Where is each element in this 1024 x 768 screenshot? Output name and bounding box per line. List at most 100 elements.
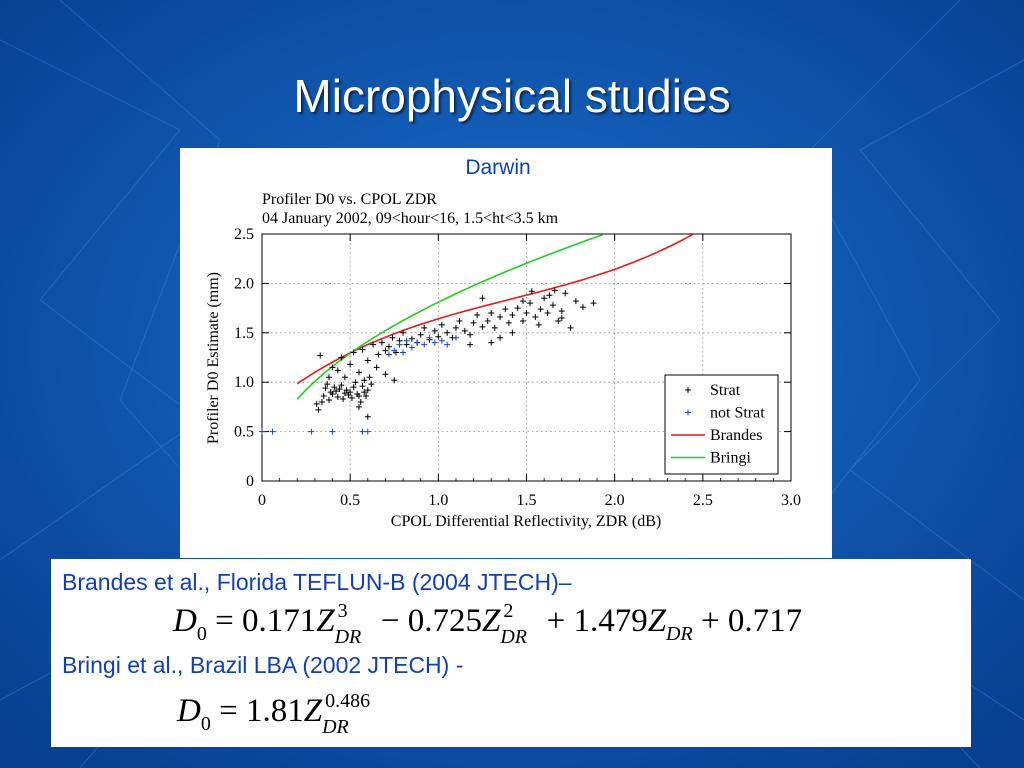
strat-point [350,349,357,356]
strat-point [549,302,556,309]
eq-subscript: 0 [200,713,211,735]
legend-label: Bringi [710,450,751,467]
strat-point [338,354,345,361]
eq-operator: + [546,603,566,639]
eq-symbol: D [177,693,201,729]
strat-point [355,403,362,410]
eq-variable: Z [303,693,323,729]
strat-point [364,387,371,394]
eq-subscript: DR [666,623,693,645]
strat-point [373,364,380,371]
strat-point [497,313,504,320]
strat-point [497,334,504,341]
legend-marker [685,409,691,416]
strat-point [355,369,362,376]
strat-point [348,395,355,402]
strat-point [467,331,474,338]
strat-point [355,393,362,400]
strat-point [320,393,327,400]
strat-point [479,323,486,330]
strat-point [352,379,359,386]
strat-point [364,357,371,364]
eq-symbol: D [173,603,197,639]
strat-point [326,396,333,403]
chart-subtitle: 04 January 2002, 09<hour<16, 1.5<ht<3.5 … [262,210,559,227]
strat-point [551,287,558,294]
strat-point [502,306,509,313]
strat-point [567,324,574,331]
strat-point [505,319,512,326]
strat-point [461,327,468,334]
strat-point [341,374,348,381]
strat-point [363,393,370,400]
strat-point [359,346,366,353]
chart-title: Profiler D0 vs. CPOL ZDR [262,191,437,208]
strat-point [479,295,486,302]
strat-point [488,339,495,346]
strat-point [558,308,565,315]
strat-point [385,343,392,350]
x-tick-label: 0 [258,492,266,509]
not-strat-point [403,337,410,344]
strat-point [318,398,325,405]
not-strat-point [444,341,451,348]
strat-point [562,290,569,297]
strat-point [334,394,341,401]
strat-point [361,377,368,384]
strat-point [579,304,586,311]
formula-panel: Brandes et al., Florida TEFLUN-B (2004 J… [51,559,971,747]
x-tick-label: 0.5 [340,492,360,509]
x-axis-label: CPOL Differential Reflectivity, ZDR (dB) [391,513,661,530]
legend-label: not Strat [710,405,765,422]
strat-point [366,374,373,381]
strat-point [391,377,398,384]
strat-point [555,317,562,324]
eq-variable: Z [481,603,501,639]
brandes-reference: Brandes et al., Florida TEFLUN-B (2004 J… [62,569,572,595]
strat-point [484,317,491,324]
not-strat-point [308,428,315,435]
strat-point [509,312,516,319]
y-tick-label: 1.0 [234,374,254,391]
strat-point [324,381,331,388]
strat-point [333,388,340,395]
strat-point [375,351,382,358]
legend-label: Strat [710,382,741,399]
strat-point [590,300,597,307]
strat-point [370,341,377,348]
strat-point [421,324,428,331]
y-tick-label: 0 [246,473,254,490]
not-strat-point [385,351,392,358]
y-tick-label: 0.5 [234,424,254,441]
eq-supsub: 0.486 DR [322,690,371,738]
strat-point [317,352,324,359]
strat-point [368,381,375,388]
eq-coefficient: 0.725 [407,603,482,639]
not-strat-point [396,341,403,348]
not-strat-point [391,347,398,354]
strat-point [364,413,371,420]
strat-point [467,341,474,348]
strat-point [350,384,357,391]
brandes-curve [296,233,694,385]
strat-point [488,310,495,317]
not-strat-point [400,349,407,356]
strat-point [347,361,354,368]
strat-point [537,306,544,313]
eq-variable: Z [647,603,667,639]
not-strat-point [426,334,433,341]
y-tick-label: 2.5 [234,226,254,243]
eq-variable: Z [316,603,335,639]
strat-point [431,327,438,334]
strat-point [532,313,539,320]
strat-point [331,384,338,391]
strat-point [546,292,553,299]
plot-area: 0 0.5 1.0 1.5 2.0 2.5 3.0 0 0.5 1.0 1.5 2.0 2.5 [234,226,801,509]
strat-point [389,334,396,341]
strat-point [491,324,498,331]
y-axis-label: Profiler D0 Estimate (mm) [205,272,222,444]
legend-label: Brandes [710,427,762,444]
not-strat-point [408,344,415,351]
strat-point [417,331,424,338]
not-strat-point [359,428,366,435]
